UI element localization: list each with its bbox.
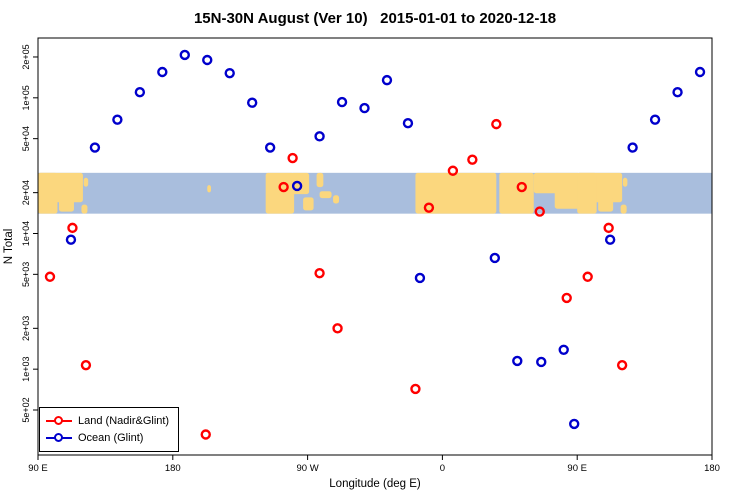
map-band-land — [81, 204, 88, 214]
scatter-point-ocean — [179, 49, 190, 61]
x-axis-label: Longitude (deg E) — [329, 478, 421, 490]
y-tick-label: 5e+03 — [21, 262, 31, 287]
x-tick-label: 180 — [704, 463, 720, 474]
y-tick-label: 2e+05 — [21, 44, 31, 69]
legend-circle-icon — [54, 416, 63, 425]
scatter-point-ocean — [112, 114, 123, 125]
y-tick-label: 1e+03 — [21, 357, 31, 382]
scatter-point-ocean — [627, 142, 638, 153]
scatter-point-land — [278, 181, 289, 193]
x-tick-label: 0 — [440, 463, 445, 474]
scatter-point-ocean — [134, 87, 146, 98]
scatter-point-land — [200, 429, 211, 440]
y-tick-label: 5e+02 — [21, 397, 31, 422]
plot-frame — [37, 37, 713, 456]
scatter-point-ocean — [157, 66, 168, 78]
scatter-point-land — [491, 118, 502, 130]
map-band-land — [533, 172, 560, 194]
map-band-land — [577, 172, 597, 214]
map-band-land — [598, 197, 614, 212]
scatter-point-land — [67, 222, 78, 234]
scatter-point-land — [616, 359, 628, 371]
map-band-land — [499, 172, 534, 214]
y-tick-label: 1e+04 — [21, 221, 31, 246]
scatter-point-ocean — [89, 142, 101, 153]
scatter-point-ocean — [381, 74, 393, 86]
scatter-point-land — [447, 165, 459, 176]
x-tick-label: 180 — [165, 463, 181, 474]
legend-label-ocean: Ocean (Glint) — [78, 431, 144, 444]
scatter-point-ocean — [489, 252, 501, 264]
map-band-land — [38, 172, 58, 214]
scatter-point-ocean — [604, 234, 616, 245]
scatter-point-land — [314, 267, 325, 279]
scatter-point-ocean — [224, 67, 235, 79]
ocean-marker-icon — [46, 432, 72, 443]
scatter-point-ocean — [336, 96, 348, 108]
scatter-point-ocean — [569, 418, 580, 430]
map-band-land — [265, 172, 295, 214]
map-band-land — [415, 172, 497, 214]
map-band-land — [83, 177, 89, 187]
scatter-point-ocean — [314, 131, 325, 142]
legend-item-land: Land (Nadir&Glint) — [46, 412, 169, 429]
map-band-land — [620, 204, 627, 214]
x-tick-label: 90 W — [297, 463, 319, 474]
legend: Land (Nadir&Glint) Ocean (Glint) — [39, 407, 180, 452]
scatter-point-land — [80, 359, 92, 371]
x-tick-label: 90 E — [567, 463, 587, 474]
scatter-point-ocean — [694, 66, 706, 78]
map-band-land — [319, 191, 332, 199]
map-band-land — [622, 177, 628, 187]
scatter-point-ocean — [246, 97, 258, 108]
scatter-point-land — [561, 292, 572, 304]
scatter-point-ocean — [558, 344, 569, 355]
scatter-point-ocean — [264, 142, 276, 153]
scatter-point-ocean — [402, 118, 414, 129]
scatter-point-ocean — [359, 102, 370, 114]
x-tick-label: 90 E — [28, 463, 48, 474]
scatter-point-ocean — [202, 54, 213, 66]
scatter-point-land — [516, 181, 527, 193]
map-band-land — [303, 197, 314, 211]
map-band-land — [554, 172, 581, 209]
scatter-point-land — [582, 271, 593, 282]
legend-label-land: Land (Nadir&Glint) — [78, 414, 170, 427]
y-tick-label: 1e+05 — [21, 85, 31, 110]
map-band-land — [333, 195, 340, 204]
scatter-point-land — [410, 383, 421, 395]
scatter-point-ocean — [414, 272, 426, 284]
y-tick-label: 2e+03 — [21, 316, 31, 341]
legend-item-ocean: Ocean (Glint) — [46, 429, 169, 446]
scatter-point-ocean — [649, 114, 661, 125]
scatter-point-land — [287, 152, 298, 164]
land-marker-icon — [46, 415, 72, 426]
legend-circle-icon — [54, 433, 63, 442]
map-band-land — [316, 172, 324, 188]
scatter-point-ocean — [65, 234, 77, 245]
scatter-point-land — [44, 271, 56, 282]
map-band-land — [58, 197, 74, 212]
scatter-point-land — [332, 323, 343, 334]
y-tick-label: 5e+04 — [21, 126, 31, 151]
y-tick-label: 2e+04 — [21, 180, 31, 205]
scatter-point-land — [467, 154, 478, 165]
scatter-point-land — [423, 202, 435, 213]
map-band-land — [207, 185, 211, 193]
chart-title: 15N-30N August (Ver 10) 2015-01-01 to 20… — [193, 10, 557, 27]
scatter-point-land — [534, 206, 545, 217]
scatter-point-land — [603, 222, 614, 234]
y-axis-label: N Total — [3, 229, 15, 265]
scatter-point-ocean — [536, 356, 547, 368]
scatter-point-ocean — [672, 87, 683, 98]
scatter-point-ocean — [512, 355, 523, 367]
scatter-point-ocean — [291, 180, 303, 192]
